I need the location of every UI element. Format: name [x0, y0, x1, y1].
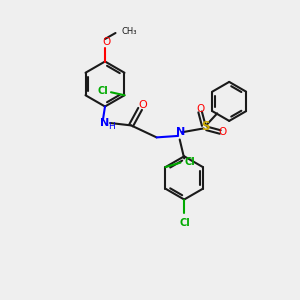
- Text: O: O: [196, 104, 204, 114]
- Text: S: S: [201, 120, 209, 134]
- Text: H: H: [109, 122, 115, 131]
- Text: N: N: [176, 127, 185, 137]
- Text: Cl: Cl: [179, 218, 190, 227]
- Text: N: N: [100, 118, 109, 128]
- Text: O: O: [138, 100, 147, 110]
- Text: Cl: Cl: [184, 157, 195, 167]
- Text: O: O: [218, 127, 227, 137]
- Text: O: O: [102, 37, 111, 47]
- Text: CH₃: CH₃: [122, 27, 137, 36]
- Text: Cl: Cl: [97, 86, 108, 96]
